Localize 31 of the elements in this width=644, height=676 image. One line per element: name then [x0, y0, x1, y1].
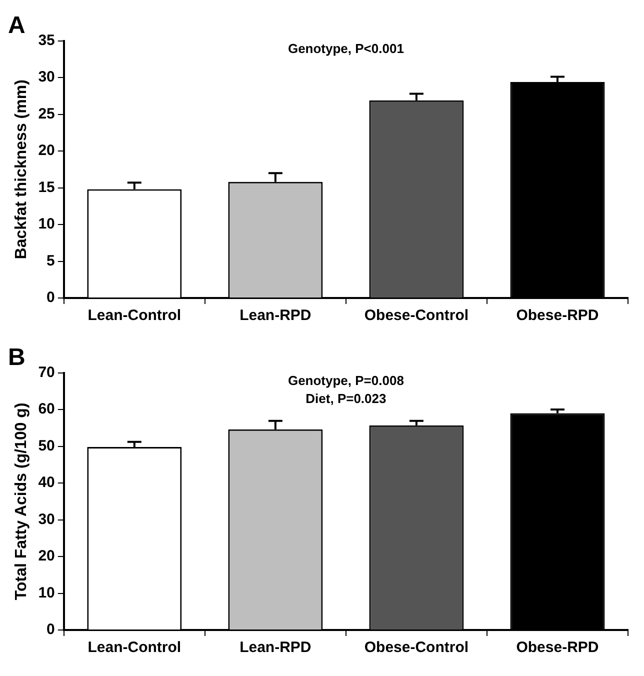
- y-tick-label: 15: [38, 178, 55, 196]
- y-tick-label: 10: [38, 216, 55, 233]
- y-tick-label: 70: [38, 364, 55, 381]
- x-tick-label: Lean-RPD: [240, 639, 312, 656]
- y-tick-label: 20: [38, 548, 55, 565]
- chart-title: A: [8, 12, 26, 40]
- y-tick-label: 0: [46, 621, 55, 638]
- x-tick-label: Obese-RPD: [516, 307, 599, 324]
- x-tick-label: Obese-RPD: [516, 639, 599, 656]
- x-tick-label: Obese-Control: [364, 639, 469, 656]
- y-tick-label: 35: [38, 32, 55, 49]
- y-tick-label: 0: [46, 289, 55, 306]
- y-tick-label: 10: [38, 584, 55, 602]
- annotation: Genotype, P<0.001: [288, 40, 404, 56]
- y-tick-label: 50: [38, 437, 55, 454]
- y-axis-title: Backfat thickness (mm): [13, 80, 30, 260]
- y-tick-label: 60: [38, 400, 55, 418]
- chart-title: B: [8, 344, 26, 372]
- y-tick-label: 20: [38, 142, 55, 160]
- y-tick-label: 40: [38, 474, 55, 492]
- y-tick-label: 30: [38, 68, 55, 86]
- annotation: Genotype, P=0.008: [288, 372, 404, 388]
- x-tick-label: Obese-Control: [364, 307, 469, 324]
- x-tick-label: Lean-Control: [88, 307, 182, 324]
- x-tick-label: Lean-RPD: [240, 307, 312, 324]
- x-tick-label: Lean-Control: [88, 639, 182, 656]
- y-tick-label: 5: [46, 252, 55, 270]
- annotation: Diet, P=0.023: [306, 390, 386, 406]
- y-axis-title: Total Fatty Acids (g/100 g): [13, 402, 30, 600]
- y-tick-label: 30: [38, 510, 55, 528]
- y-tick-label: 25: [38, 105, 55, 122]
